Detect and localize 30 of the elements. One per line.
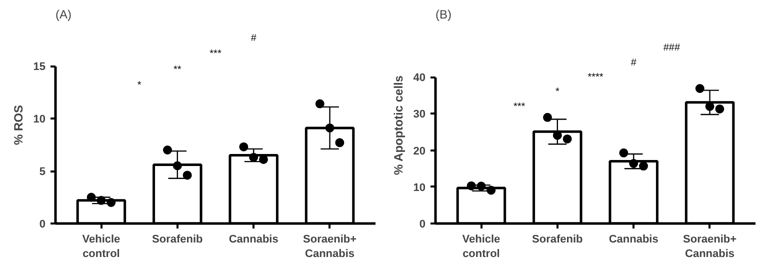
x-tick-label: Vehicle control [82,234,120,260]
y-tick-label: 5 [39,166,46,178]
x-tick-label: Cannabis [228,234,278,246]
y-tick-label: 15 [33,61,46,73]
x-tick-label: Sorafenib [152,234,204,246]
annotation: ** [174,64,182,76]
annotation: *** [513,101,526,112]
y-tick-label: 0 [419,218,426,230]
x-tick-label: Soraenib+ Cannabis [303,234,357,260]
x-tick-label: Sorafenib [532,234,584,246]
y-tick-label: 10 [33,114,46,126]
y-tick-label: 30 [413,108,426,121]
chart-title: (B) [436,8,452,22]
y-tick-label: 0 [39,218,46,230]
x-tick-label: Cannabis [608,234,658,246]
chart-title: (A) [56,8,72,22]
x-tick-label: Soraenib+ Cannabis [683,234,737,260]
y-axis-title: % Apoptotic cells [391,75,406,176]
annotation: * [137,80,142,92]
text: *** [210,48,222,60]
annotation: **** [588,72,604,84]
x-tick-label: Vehicle control [462,234,500,260]
text: # [250,32,257,44]
annotation: * [555,86,560,98]
y-tick-label: 10 [413,182,426,194]
y-tick-label: 40 [413,72,426,84]
y-tick-label: 20 [413,145,426,158]
y-axis-title: % ROS [11,104,26,146]
text: # [630,57,637,68]
text: ### [663,42,680,54]
